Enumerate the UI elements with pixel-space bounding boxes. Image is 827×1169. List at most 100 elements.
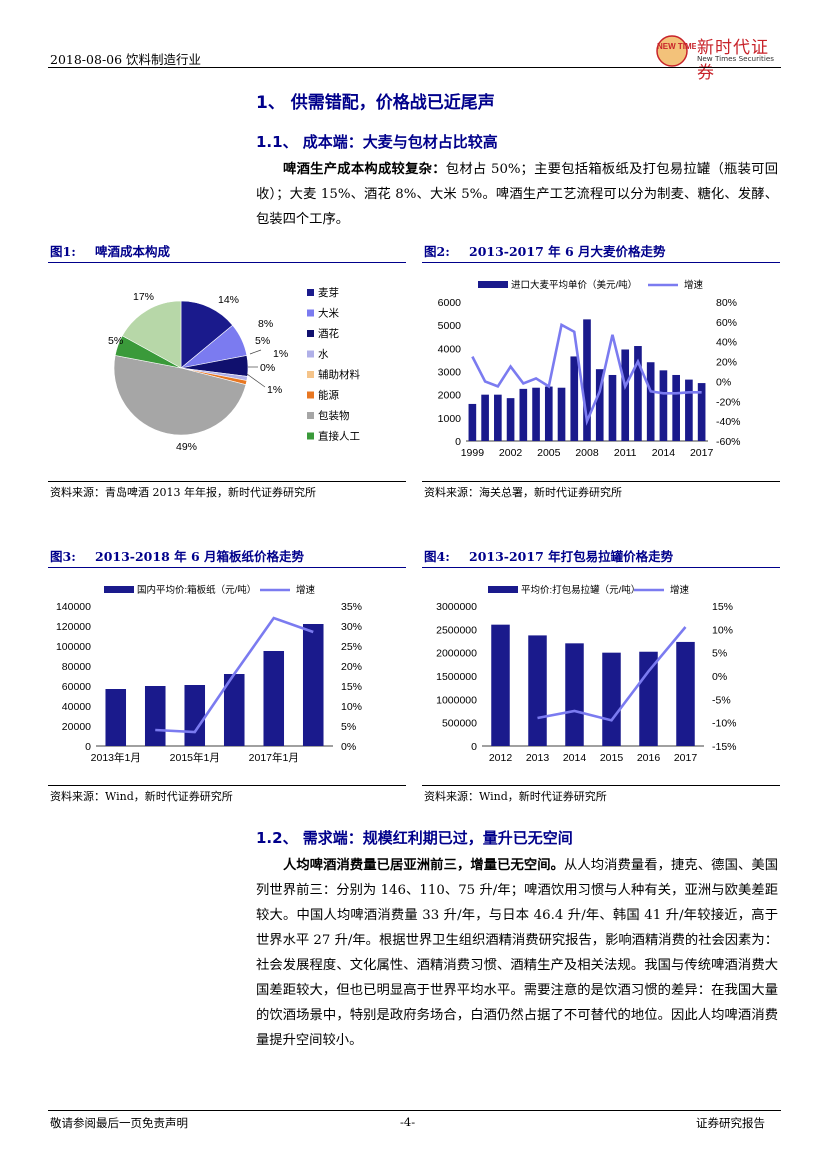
x-tick-1: 2013 <box>526 752 550 764</box>
bar-4 <box>602 652 621 746</box>
pie-slice-label-1: 14% <box>218 294 239 306</box>
legend-label-2: 大米 <box>318 307 339 320</box>
bar-15 <box>646 362 655 441</box>
y-left-tick-2: 2000 <box>438 390 462 402</box>
growth-line <box>471 322 702 426</box>
legend-bar-swatch <box>478 281 508 288</box>
x-tick-6: 2017 <box>690 447 714 459</box>
y-right-tick-5: 10% <box>712 624 733 636</box>
pie-slice-label-8: 5% <box>108 335 123 347</box>
bar-6 <box>532 387 540 441</box>
y-left-tick-1: 20000 <box>62 721 91 733</box>
legend-bar-label: 平均价:打包易拉罐（元/吨） <box>521 584 640 596</box>
legend-bar-swatch <box>104 586 134 593</box>
fig4-num: 图4: <box>424 549 450 564</box>
y-right-tick-4: 5% <box>712 648 727 660</box>
y-left-tick-2: 1000000 <box>436 694 477 706</box>
y-left-tick-7: 140000 <box>56 601 91 613</box>
y-right-tick-1: -40% <box>716 416 741 428</box>
section-1-2-title: 1.2、 需求端：规模红利期已过，量升已无空间 <box>256 829 573 847</box>
pie-slice-label-6: 1% <box>267 384 282 396</box>
bar-1 <box>491 624 510 746</box>
header-date-industry: 2018-08-06 饮料制造行业 <box>50 52 202 67</box>
section-1-1-paragraph: 啤酒生产成本构成较复杂：包材占 50%；主要包括箱板纸及打包易拉罐（瓶装可回收）… <box>256 157 778 232</box>
growth-line <box>537 626 687 722</box>
pie-slice-label-9: 17% <box>133 291 154 303</box>
fig1-num: 图1: <box>50 244 76 259</box>
fig3-top-rule <box>48 567 406 568</box>
bar-2 <box>144 686 166 746</box>
y-right-tick-7: 35% <box>341 601 362 613</box>
logo-en: New Times Securities <box>697 54 775 63</box>
fig4-title: 2013-2017 年打包易拉罐价格走势 <box>469 549 674 564</box>
x-tick-2: 2014 <box>563 752 587 764</box>
company-logo: NEW TIMES 新时代证券 New Times Securities <box>652 33 782 83</box>
y-left-tick-5: 5000 <box>438 320 462 332</box>
y-right-tick-6: 15% <box>712 601 733 613</box>
fig2-caption: 图2: 2013-2017 年 6 月大麦价格走势 <box>424 241 666 260</box>
fig1-title: 啤酒成本构成 <box>95 244 171 259</box>
fig3-source: 资料来源：Wind，新时代证券研究所 <box>50 790 233 803</box>
bar-19 <box>697 383 706 441</box>
legend-bar-label: 国内平均价:箱板纸（元/吨） <box>137 584 256 596</box>
legend-bar-swatch <box>488 586 518 593</box>
y-right-tick-3: 15% <box>341 681 362 693</box>
legend-swatch-8 <box>307 432 314 440</box>
bar-6 <box>302 624 324 746</box>
x-tick-3: 2008 <box>575 447 599 459</box>
bar-13 <box>621 349 630 441</box>
bar-17 <box>672 374 680 441</box>
pie-slice-label-4: 1% <box>273 348 288 360</box>
x-tick-1: 2015年1月 <box>170 751 220 764</box>
logo-emblem-icon: NEW TIMES <box>656 35 696 67</box>
fig4-can-chart: 0 500000 1000000 1500000 2000000 2500000 30000… <box>436 584 737 764</box>
y-left-tick-0: 0 <box>455 436 461 448</box>
pie-leader-line-3 <box>246 373 266 388</box>
legend-swatch-3 <box>307 330 314 337</box>
section-1-2-paragraph: 人均啤酒消费量已居亚洲前三，增量已无空间。从人均消费量看，捷克、德国、美国列世界… <box>256 853 778 1053</box>
y-right-tick-1: 5% <box>341 721 356 733</box>
fig3-cardboard-chart: 0 20000 40000 60000 80000 100000 120000 140000 0… <box>56 584 362 764</box>
y-left-tick-6: 120000 <box>56 621 91 633</box>
bar-6 <box>676 641 695 746</box>
footer-report-type: 证券研究报告 <box>696 1116 765 1130</box>
legend-bar-label: 进口大麦平均单价（美元/吨） <box>511 279 637 291</box>
y-right-tick-4: 20% <box>341 661 362 673</box>
legend-swatch-5 <box>307 371 314 378</box>
y-right-tick-2: 10% <box>341 701 362 713</box>
fig1-bottom-rule <box>48 481 406 482</box>
pie-leader-line-1 <box>249 349 262 355</box>
footer-disclaimer: 敬请参阅最后一页免责声明 <box>50 1116 188 1130</box>
legend-swatch-4 <box>307 350 314 358</box>
fig4-bottom-rule <box>422 785 780 786</box>
y-right-tick-1: -10% <box>712 718 737 730</box>
legend-line-label: 增速 <box>670 584 690 596</box>
fig4-caption: 图4: 2013-2017 年打包易拉罐价格走势 <box>424 546 673 565</box>
bar-3 <box>494 394 502 441</box>
fig4-source: 资料来源：Wind，新时代证券研究所 <box>424 790 607 803</box>
bar-3 <box>565 643 584 746</box>
x-tick-0: 2013年1月 <box>91 751 141 764</box>
y-right-tick-2: -5% <box>712 694 731 706</box>
y-left-tick-4: 80000 <box>62 661 91 673</box>
footer-rule <box>48 1110 781 1111</box>
bar-18 <box>685 379 693 441</box>
y-left-tick-4: 2000000 <box>436 648 477 660</box>
fig1-pie-chart: 14%8%5%1%0%1%49%5%17% 麦芽大米酒花水辅助材料能源包装物直接人… <box>108 286 360 453</box>
fig2-bottom-rule <box>422 481 780 482</box>
y-left-tick-1: 1000 <box>438 413 462 425</box>
fig3-caption: 图3: 2013-2018 年 6 月箱板纸价格走势 <box>50 546 304 565</box>
bar-9 <box>570 356 579 441</box>
legend-label-5: 辅助材料 <box>318 368 360 381</box>
y-right-tick-0: -60% <box>716 436 741 448</box>
fig1-top-rule <box>48 262 406 263</box>
pie-slice-1 <box>180 300 234 369</box>
legend-swatch-2 <box>307 309 314 317</box>
y-right-tick-7: 80% <box>716 297 737 309</box>
bar-10 <box>583 319 591 441</box>
y-left-tick-5: 2500000 <box>436 624 477 636</box>
y-right-tick-0: -15% <box>712 741 737 753</box>
legend-label-7: 包装物 <box>318 409 350 422</box>
legend-label-4: 水 <box>318 349 329 361</box>
legend-label-6: 能源 <box>318 389 339 402</box>
